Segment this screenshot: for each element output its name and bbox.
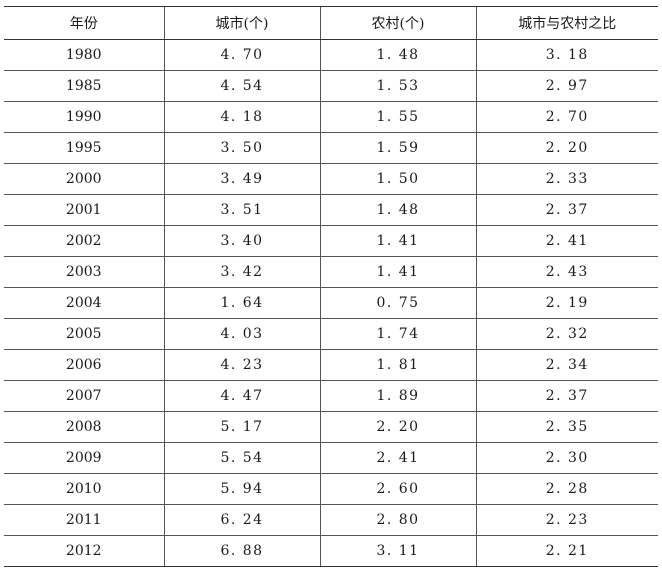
cell-year: 2002: [4, 225, 164, 257]
cell-year: 2010: [4, 473, 164, 505]
header-ratio: 城市与农村之比: [475, 6, 658, 40]
table-row: 2012 6. 88 3. 11 2. 21: [4, 535, 658, 567]
cell-urban: 5. 54: [163, 442, 320, 474]
table-header-row: 年份 城市(个) 农村(个) 城市与农村之比: [4, 6, 658, 40]
cell-ratio: 3. 18: [475, 39, 658, 71]
cell-rural: 2. 20: [319, 411, 476, 443]
cell-urban: 6. 88: [163, 535, 320, 567]
cell-rural: 1. 48: [319, 39, 476, 71]
cell-rural: 2. 80: [319, 504, 476, 536]
cell-ratio: 2. 43: [475, 256, 658, 288]
cell-ratio: 2. 23: [475, 504, 658, 536]
cell-ratio: 2. 37: [475, 380, 658, 412]
header-urban: 城市(个): [163, 6, 320, 40]
cell-urban: 4. 03: [163, 318, 320, 350]
cell-rural: 1. 55: [319, 101, 476, 133]
table-row: 1985 4. 54 1. 53 2. 97: [4, 70, 658, 102]
cell-urban: 4. 47: [163, 380, 320, 412]
cell-urban: 5. 94: [163, 473, 320, 505]
cell-ratio: 2. 30: [475, 442, 658, 474]
cell-ratio: 2. 35: [475, 411, 658, 443]
cell-year: 2012: [4, 535, 164, 567]
cell-rural: 0. 75: [319, 287, 476, 319]
cell-ratio: 2. 32: [475, 318, 658, 350]
table-row: 2011 6. 24 2. 80 2. 23: [4, 504, 658, 536]
table-row: 2005 4. 03 1. 74 2. 32: [4, 318, 658, 350]
cell-urban: 4. 70: [163, 39, 320, 71]
cell-ratio: 2. 19: [475, 287, 658, 319]
table-row: 2008 5. 17 2. 20 2. 35: [4, 411, 658, 443]
table-body: 1980 4. 70 1. 48 3. 18 1985 4. 54 1. 53 2. 97 19…: [4, 39, 658, 567]
table-row: 1980 4. 70 1. 48 3. 18: [4, 39, 658, 71]
cell-rural: 1. 81: [319, 349, 476, 381]
cell-urban: 3. 40: [163, 225, 320, 257]
table-row: 2004 1. 64 0. 75 2. 19: [4, 287, 658, 319]
cell-year: 2009: [4, 442, 164, 474]
cell-rural: 1. 53: [319, 70, 476, 102]
cell-ratio: 2. 33: [475, 163, 658, 195]
cell-urban: 3. 42: [163, 256, 320, 288]
cell-year: 2001: [4, 194, 164, 226]
cell-urban: 4. 23: [163, 349, 320, 381]
cell-year: 2008: [4, 411, 164, 443]
cell-year: 2000: [4, 163, 164, 195]
table-row: 2010 5. 94 2. 60 2. 28: [4, 473, 658, 505]
cell-ratio: 2. 41: [475, 225, 658, 257]
cell-rural: 2. 41: [319, 442, 476, 474]
cell-urban: 1. 64: [163, 287, 320, 319]
cell-urban: 3. 49: [163, 163, 320, 195]
cell-year: 1980: [4, 39, 164, 71]
cell-rural: 1. 89: [319, 380, 476, 412]
cell-ratio: 2. 28: [475, 473, 658, 505]
header-rural: 农村(个): [319, 6, 476, 40]
cell-ratio: 2. 20: [475, 132, 658, 164]
cell-rural: 1. 50: [319, 163, 476, 195]
cell-ratio: 2. 37: [475, 194, 658, 226]
cell-rural: 1. 59: [319, 132, 476, 164]
cell-rural: 1. 41: [319, 256, 476, 288]
cell-year: 2004: [4, 287, 164, 319]
cell-urban: 3. 51: [163, 194, 320, 226]
cell-rural: 3. 11: [319, 535, 476, 567]
table-row: 2000 3. 49 1. 50 2. 33: [4, 163, 658, 195]
table-row: 2006 4. 23 1. 81 2. 34: [4, 349, 658, 381]
cell-year: 2003: [4, 256, 164, 288]
cell-rural: 1. 41: [319, 225, 476, 257]
cell-year: 2005: [4, 318, 164, 350]
cell-urban: 6. 24: [163, 504, 320, 536]
cell-year: 1995: [4, 132, 164, 164]
table-row: 1995 3. 50 1. 59 2. 20: [4, 132, 658, 164]
table-row: 2001 3. 51 1. 48 2. 37: [4, 194, 658, 226]
table-row: 1990 4. 18 1. 55 2. 70: [4, 101, 658, 133]
cell-rural: 2. 60: [319, 473, 476, 505]
table-row: 2003 3. 42 1. 41 2. 43: [4, 256, 658, 288]
cell-urban: 5. 17: [163, 411, 320, 443]
cell-ratio: 2. 70: [475, 101, 658, 133]
cell-rural: 1. 48: [319, 194, 476, 226]
cell-year: 2011: [4, 504, 164, 536]
cell-year: 2007: [4, 380, 164, 412]
table-row: 2007 4. 47 1. 89 2. 37: [4, 380, 658, 412]
table-row: 2002 3. 40 1. 41 2. 41: [4, 225, 658, 257]
header-year: 年份: [4, 6, 164, 40]
cell-urban: 4. 54: [163, 70, 320, 102]
cell-year: 1985: [4, 70, 164, 102]
data-table: 年份 城市(个) 农村(个) 城市与农村之比 1980 4. 70 1. 48 3. …: [4, 6, 658, 567]
cell-year: 2006: [4, 349, 164, 381]
table-row: 2009 5. 54 2. 41 2. 30: [4, 442, 658, 474]
cell-rural: 1. 74: [319, 318, 476, 350]
cell-urban: 4. 18: [163, 101, 320, 133]
cell-ratio: 2. 97: [475, 70, 658, 102]
cell-year: 1990: [4, 101, 164, 133]
cell-ratio: 2. 21: [475, 535, 658, 567]
cell-urban: 3. 50: [163, 132, 320, 164]
cell-ratio: 2. 34: [475, 349, 658, 381]
